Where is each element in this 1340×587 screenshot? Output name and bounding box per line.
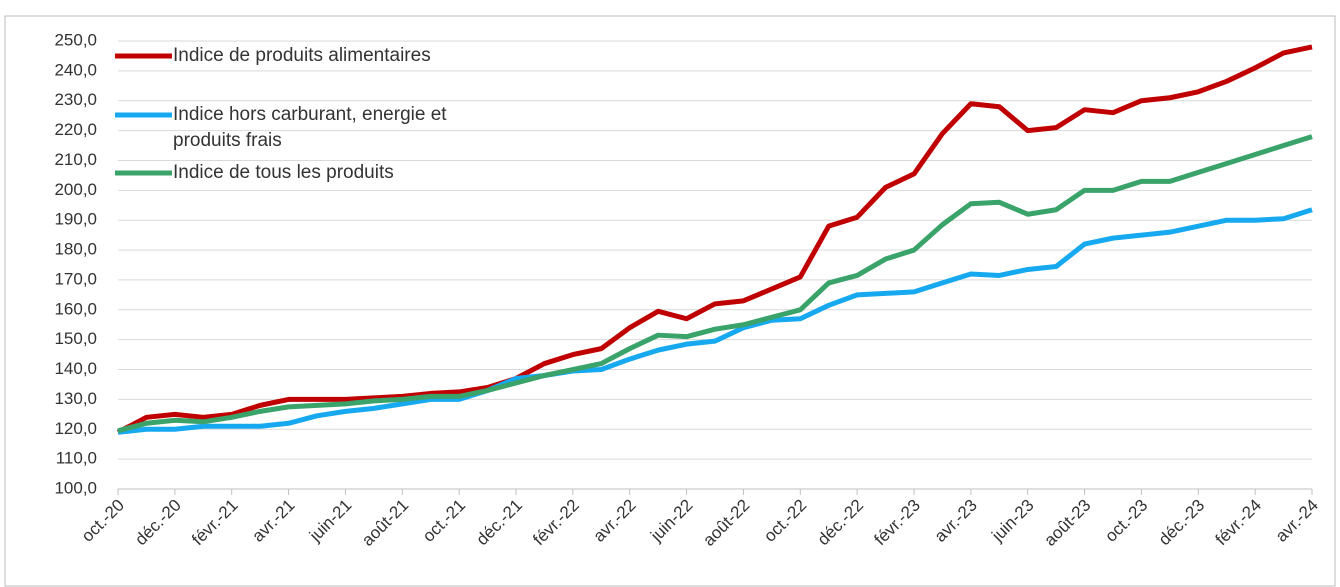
y-tick-label: 180,0 — [54, 240, 97, 259]
y-tick-label: 230,0 — [54, 90, 97, 109]
x-tick-label: oct.-20 — [78, 496, 128, 546]
y-tick-label: 100,0 — [54, 478, 97, 497]
x-tick-label: févr.-22 — [529, 496, 583, 550]
legend-label: Indice hors carburant, energie et produi… — [173, 104, 447, 151]
x-tick-label: avr.-21 — [248, 496, 298, 546]
y-tick-label: 170,0 — [54, 269, 97, 288]
y-tick-label: 210,0 — [54, 150, 97, 169]
y-tick-label: 120,0 — [54, 419, 97, 438]
x-tick-label: déc.-22 — [814, 496, 868, 550]
chart-frame — [4, 15, 1336, 587]
x-tick-label: févr.-21 — [188, 496, 242, 550]
x-tick-label: oct.-23 — [1101, 496, 1151, 546]
legend-label: Indice de tous les produits — [173, 162, 394, 183]
x-tick-label: juin-22 — [646, 496, 696, 546]
x-tick-label: avr.-22 — [590, 496, 640, 546]
x-tick-label: oct.-22 — [760, 496, 810, 546]
x-tick-label: juin-21 — [305, 496, 355, 546]
x-tick-label: févr.-24 — [1212, 496, 1266, 550]
y-tick-label: 160,0 — [54, 299, 97, 318]
y-tick-label: 140,0 — [54, 359, 97, 378]
series-line — [117, 134, 1313, 434]
x-tick-label: déc.-20 — [131, 496, 185, 550]
y-tick-label: 250,0 — [54, 30, 97, 49]
y-tick-label: 110,0 — [56, 449, 97, 468]
x-tick-label: oct.-21 — [419, 496, 469, 546]
series-line — [116, 44, 1313, 435]
y-tick-label: 150,0 — [54, 329, 97, 348]
y-tick-label: 220,0 — [54, 120, 97, 139]
legend-label: Indice de produits alimentaires — [173, 45, 431, 66]
y-tick-label: 190,0 — [54, 210, 97, 229]
series-line — [117, 207, 1313, 435]
x-tick-label: avr.-23 — [931, 496, 981, 546]
x-tick-label: août-23 — [1040, 496, 1094, 550]
y-tick-label: 240,0 — [54, 60, 97, 79]
x-tick-label: août-22 — [699, 496, 753, 550]
x-tick-label: août-21 — [358, 496, 412, 550]
x-tick-label: févr.-23 — [870, 496, 924, 550]
y-tick-label: 130,0 — [54, 389, 97, 408]
y-tick-label: 200,0 — [54, 180, 97, 199]
x-tick-label: déc.-21 — [472, 496, 526, 550]
x-tick-label: juin-23 — [987, 496, 1037, 546]
x-tick-label: déc.-23 — [1155, 496, 1209, 550]
x-tick-label: avr.-24 — [1272, 496, 1322, 546]
